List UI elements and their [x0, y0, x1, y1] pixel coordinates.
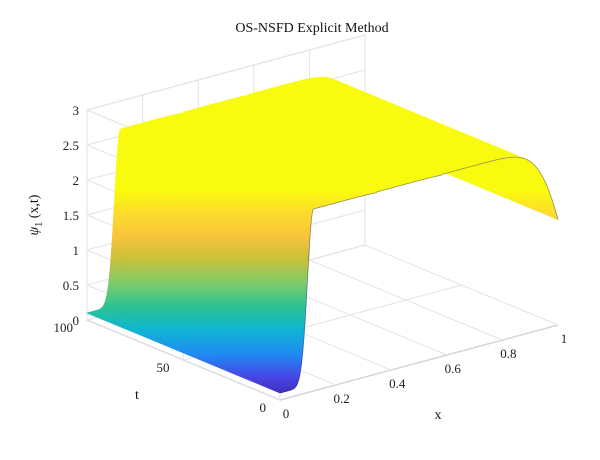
z-axis-label-symbol: ψ: [27, 226, 42, 235]
t-tick-label: 100: [54, 320, 74, 335]
z-axis-label-subscript: 1: [34, 222, 45, 227]
z-tick-label: 3: [73, 103, 80, 118]
surface-front-edge: [279, 156, 559, 394]
z-axis-label: ψ1 (x,t): [27, 194, 45, 235]
z-axis-label-rest: (x,t): [27, 194, 42, 222]
x-tick-label: 1: [561, 331, 568, 346]
z-tick-label: 1.5: [63, 208, 79, 223]
z-tick-label: 0.5: [63, 278, 79, 293]
t-tick-label: 50: [157, 360, 170, 375]
surface-plot: [86, 76, 559, 394]
grid-line-z-back: [86, 34, 366, 111]
x-axis-label: x: [435, 408, 442, 423]
x-tick-label: 0.4: [389, 376, 406, 391]
z-tick-label: 1: [73, 243, 80, 258]
x-tick-label: 0: [283, 406, 290, 421]
z-tick-label: 2: [73, 173, 80, 188]
x-tick-label: 0.6: [445, 361, 462, 376]
y-axis-label: t: [135, 388, 139, 403]
x-tick-label: 0.8: [500, 346, 516, 361]
z-tick-label: 2.5: [63, 138, 79, 153]
t-tick-label: 0: [260, 400, 267, 415]
grid-line-t-floor: [279, 324, 559, 401]
x-tick-label: 0.2: [333, 391, 349, 406]
chart-title: OS-NSFD Explicit Method: [235, 21, 388, 36]
z-tick-label: 0: [73, 313, 80, 328]
